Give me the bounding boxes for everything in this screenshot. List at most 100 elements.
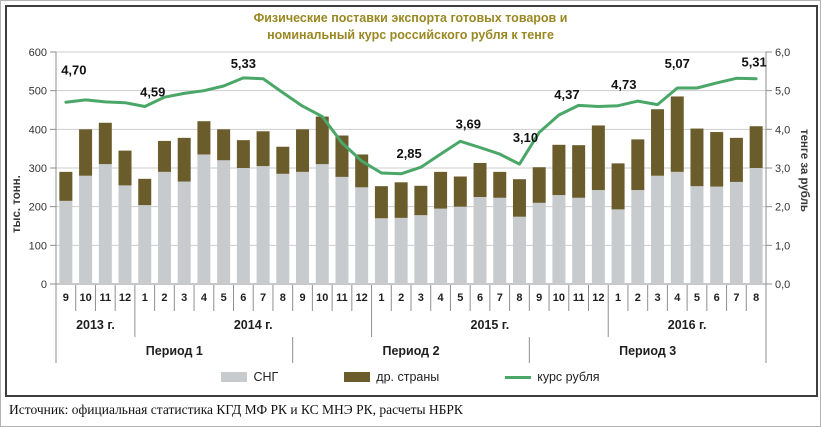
left-axis-tick-label: 0 [41,279,47,291]
bar-segment-other-countries [572,145,586,198]
bar-segment-sng [611,209,625,284]
right-axis-tick-label: 0,0 [775,279,790,291]
bar-segment-other-countries [453,176,467,207]
bar-segment-sng [690,186,704,284]
left-axis-tick-label: 600 [29,47,47,59]
month-tick-label: 7 [497,292,503,304]
bar-segment-other-countries [157,140,171,172]
bar-segment-sng [335,176,349,284]
bar-segment-sng [315,164,329,284]
period-label: Период 2 [382,344,439,358]
bar-segment-sng [355,187,369,284]
ruble-rate-line [64,76,758,176]
month-tick-label: 8 [516,292,522,304]
ruble-rate-line-swatch-icon [505,375,532,379]
month-tick-label: 9 [536,292,542,304]
bar-segment-other-countries [710,132,724,187]
bar-segment-sng [749,168,763,284]
month-tick-label: 2 [635,292,641,304]
year-label: 2016 г. [668,318,707,332]
rate-point-label: 2,85 [396,146,421,161]
month-tick-label: 10 [79,292,91,304]
bar-segment-other-countries [414,185,428,216]
chart-frame [5,5,818,397]
bar-segment-sng [157,171,171,284]
bar-segment-sng [98,164,112,284]
year-axis-row: 2013 г. 2014 г. 2015 г. 2016 г. [76,311,706,337]
legend-label-ruble-rate: курс рубля [537,370,600,384]
bar-segment-other-countries [98,122,112,165]
bar-segment-sng [434,208,448,284]
right-axis-tick-label: 4,0 [775,124,790,136]
bar-segment-sng [710,186,724,284]
right-axis-tick-label: 2,0 [775,202,790,214]
month-tick-label: 10 [316,292,328,304]
bar-segment-other-countries [256,131,270,167]
year-label: 2013 г. [76,318,115,332]
bar-segment-sng [374,218,388,284]
rate-point-label: 4,59 [140,85,165,100]
bar-segment-other-countries [552,144,566,196]
left-axis-tick-label: 300 [29,163,47,175]
rate-point-label: 5,31 [741,55,766,70]
legend-label-other-countries: др. страны [376,370,440,384]
month-tick-label: 8 [753,292,759,304]
month-tick-label: 10 [553,292,565,304]
axis-tick-labels: 600 6,0 500 5,0 400 4,0 300 3,0 200 2,0 100 1,0 0 0,0 [29,47,791,291]
bar-segment-sng [236,168,250,284]
month-tick-label: 9 [299,292,305,304]
month-tick-label: 4 [438,292,445,304]
month-tick-label: 1 [615,292,621,304]
bar-segment-other-countries [177,137,191,182]
month-tick-label: 2 [398,292,404,304]
month-tick-label: 11 [99,292,111,304]
bar-segment-other-countries [690,128,704,187]
left-axis-tick-label: 400 [29,124,47,136]
bar-segment-sng [453,206,467,284]
bar-segment-other-countries [276,146,290,174]
bar-segment-sng [591,190,605,284]
stacked-bars [59,96,763,284]
bar-segment-other-countries [473,162,487,197]
bar-segment-sng [138,205,152,284]
bar-segment-other-countries [434,171,448,209]
period-label: Период 1 [146,344,203,358]
right-axis-tick-label: 5,0 [775,86,790,98]
bar-segment-other-countries [79,129,93,176]
bar-segment-other-countries [749,126,763,168]
rate-point-label: 4,70 [61,62,86,77]
month-tick-label: 3 [418,292,424,304]
month-tick-label: 3 [181,292,187,304]
month-tick-label: 4 [674,292,681,304]
year-label: 2014 г. [234,318,273,332]
bar-segment-other-countries [631,139,645,191]
month-tick-label: 12 [356,292,368,304]
bar-segment-other-countries [118,150,132,186]
period-axis-row: Период 1 Период 2 Период 3 [146,337,676,363]
bar-segment-sng [512,216,526,284]
month-tick-label: 5 [694,292,700,304]
month-tick-label: 6 [240,292,246,304]
bar-segment-sng [572,197,586,284]
month-tick-label: 2 [161,292,167,304]
left-axis-tick-label: 500 [29,86,47,98]
legend-item-sng: СНГ [221,370,278,384]
bar-segment-sng [493,197,507,284]
bar-segment-sng [177,181,191,284]
month-tick-label: 11 [573,292,585,304]
chart-title-line1: Физические поставки экспорта готовых тов… [253,11,568,25]
rate-point-label: 4,73 [611,77,636,92]
gridlines [50,51,772,285]
bar-segment-sng [197,154,211,284]
month-tick-label: 6 [714,292,720,304]
month-tick-label: 8 [280,292,286,304]
month-tick-label: 7 [733,292,739,304]
month-tick-label: 7 [260,292,266,304]
rate-point-label: 5,07 [665,56,690,71]
bar-segment-other-countries [138,178,152,206]
legend-item-other-countries: др. страны [344,370,439,384]
rate-point-label: 4,37 [554,87,579,102]
bar-segment-other-countries [315,116,329,165]
